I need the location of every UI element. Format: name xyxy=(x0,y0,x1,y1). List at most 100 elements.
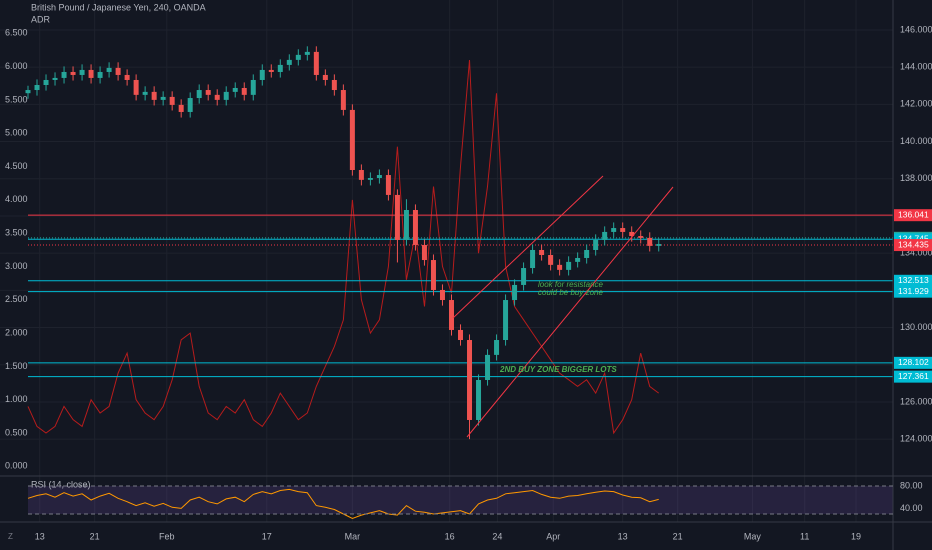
y2-tick-label: 142.000 xyxy=(900,99,932,109)
candle-body xyxy=(322,74,328,80)
y-tick-label: 40.00 xyxy=(900,503,923,513)
candle-body xyxy=(376,175,382,179)
candle-body xyxy=(403,209,409,240)
candle-body xyxy=(196,90,202,99)
annotation: could be buy zone xyxy=(538,288,603,297)
candle-body xyxy=(521,268,527,285)
candle-body xyxy=(43,79,49,86)
level-label: 134.745 xyxy=(898,234,929,244)
candle-body xyxy=(61,71,67,78)
y-tick-label: 0.500 xyxy=(5,427,28,437)
candle-body xyxy=(124,74,130,80)
candle-body xyxy=(367,178,373,180)
y-tick-label: 80.00 xyxy=(900,480,923,490)
candle-body xyxy=(485,354,491,380)
candle-body xyxy=(151,91,157,100)
candle-body xyxy=(638,236,644,238)
candle-body xyxy=(629,231,635,237)
y-tick-label: 2.500 xyxy=(5,294,28,304)
channel-upper xyxy=(452,175,604,319)
x-tick-label: 11 xyxy=(800,531,809,541)
candle-body xyxy=(313,51,319,75)
y-tick-label: 5.000 xyxy=(5,128,28,138)
candle-body xyxy=(79,69,85,75)
candle-body xyxy=(620,228,626,232)
candle-body xyxy=(476,379,482,420)
x-tick-label: 24 xyxy=(492,531,502,541)
indicator-line xyxy=(27,59,659,435)
icon-z[interactable]: Z xyxy=(8,532,13,541)
x-tick-label: 21 xyxy=(673,531,683,541)
candle-body xyxy=(241,87,247,95)
candle-body xyxy=(566,261,572,270)
x-tick-label: 13 xyxy=(35,531,45,541)
candle-body xyxy=(295,54,301,60)
candle-body xyxy=(304,51,310,55)
candle-body xyxy=(214,94,220,100)
candle-body xyxy=(656,244,662,246)
y-tick-label: 3.500 xyxy=(5,228,28,238)
level-label-box xyxy=(894,356,932,369)
candle-body xyxy=(448,300,454,330)
level-label-box xyxy=(894,274,932,287)
level-label-box xyxy=(894,285,932,298)
candle-body xyxy=(223,91,229,100)
level-label-box xyxy=(894,209,932,222)
y2-tick-label: 130.000 xyxy=(900,322,932,332)
candle-body xyxy=(331,79,337,91)
candle-body xyxy=(584,249,590,258)
candle-body xyxy=(439,289,445,301)
x-tick-label: 19 xyxy=(851,531,861,541)
x-tick-label: 17 xyxy=(262,531,272,541)
x-tick-label: 21 xyxy=(90,531,100,541)
annotation: look for resistance xyxy=(538,280,603,289)
candle-body xyxy=(268,69,274,72)
x-tick-label: 16 xyxy=(445,531,455,541)
y2-tick-label: 124.000 xyxy=(900,434,932,444)
candle-body xyxy=(430,260,436,290)
indicator-name: RSI (14, close) xyxy=(31,479,91,489)
candle-body xyxy=(458,329,463,341)
candle-body xyxy=(205,90,211,95)
level-label: 128.102 xyxy=(898,357,929,367)
channel-lower xyxy=(466,186,674,438)
candle-body xyxy=(142,91,148,95)
candle-body xyxy=(88,69,94,78)
y-tick-label: 0.000 xyxy=(5,461,28,471)
y-tick-label: 5.500 xyxy=(5,94,28,104)
candle-body xyxy=(539,249,545,256)
candle-body xyxy=(340,90,346,110)
candle-body xyxy=(25,90,31,94)
candle-body xyxy=(349,109,355,171)
candle-body xyxy=(97,71,103,78)
y-tick-label: 4.500 xyxy=(5,161,28,171)
candle-body xyxy=(593,239,599,250)
annotation: 2ND BUY ZONE BIGGER LOTS xyxy=(499,365,617,374)
plot xyxy=(25,46,893,520)
y2-tick-label: 144.000 xyxy=(900,62,932,72)
candle-body xyxy=(70,71,76,75)
level-label: 131.929 xyxy=(898,286,929,296)
level-label: 132.513 xyxy=(898,275,929,285)
candle-body xyxy=(160,96,166,100)
candle-body xyxy=(467,340,473,420)
candle-body xyxy=(548,255,554,265)
level-label: 136.041 xyxy=(898,209,929,219)
y2-tick-label: 126.000 xyxy=(900,396,932,406)
candle-body xyxy=(494,340,500,355)
indicator-name: ADR xyxy=(31,14,51,24)
level-label: 134.435 xyxy=(898,239,929,249)
x-tick-label: Feb xyxy=(159,531,175,541)
candle-body xyxy=(421,244,427,261)
candle-body xyxy=(286,59,292,65)
candle-body xyxy=(512,284,518,301)
y-tick-label: 4.000 xyxy=(5,194,28,204)
candle-body xyxy=(394,194,400,240)
candle-body xyxy=(530,249,536,269)
candle-body xyxy=(187,98,193,112)
candle-body xyxy=(106,67,112,72)
x-tick-label: Mar xyxy=(345,531,361,541)
candle-body xyxy=(277,64,283,72)
y2-tick-label: 138.000 xyxy=(900,173,932,183)
